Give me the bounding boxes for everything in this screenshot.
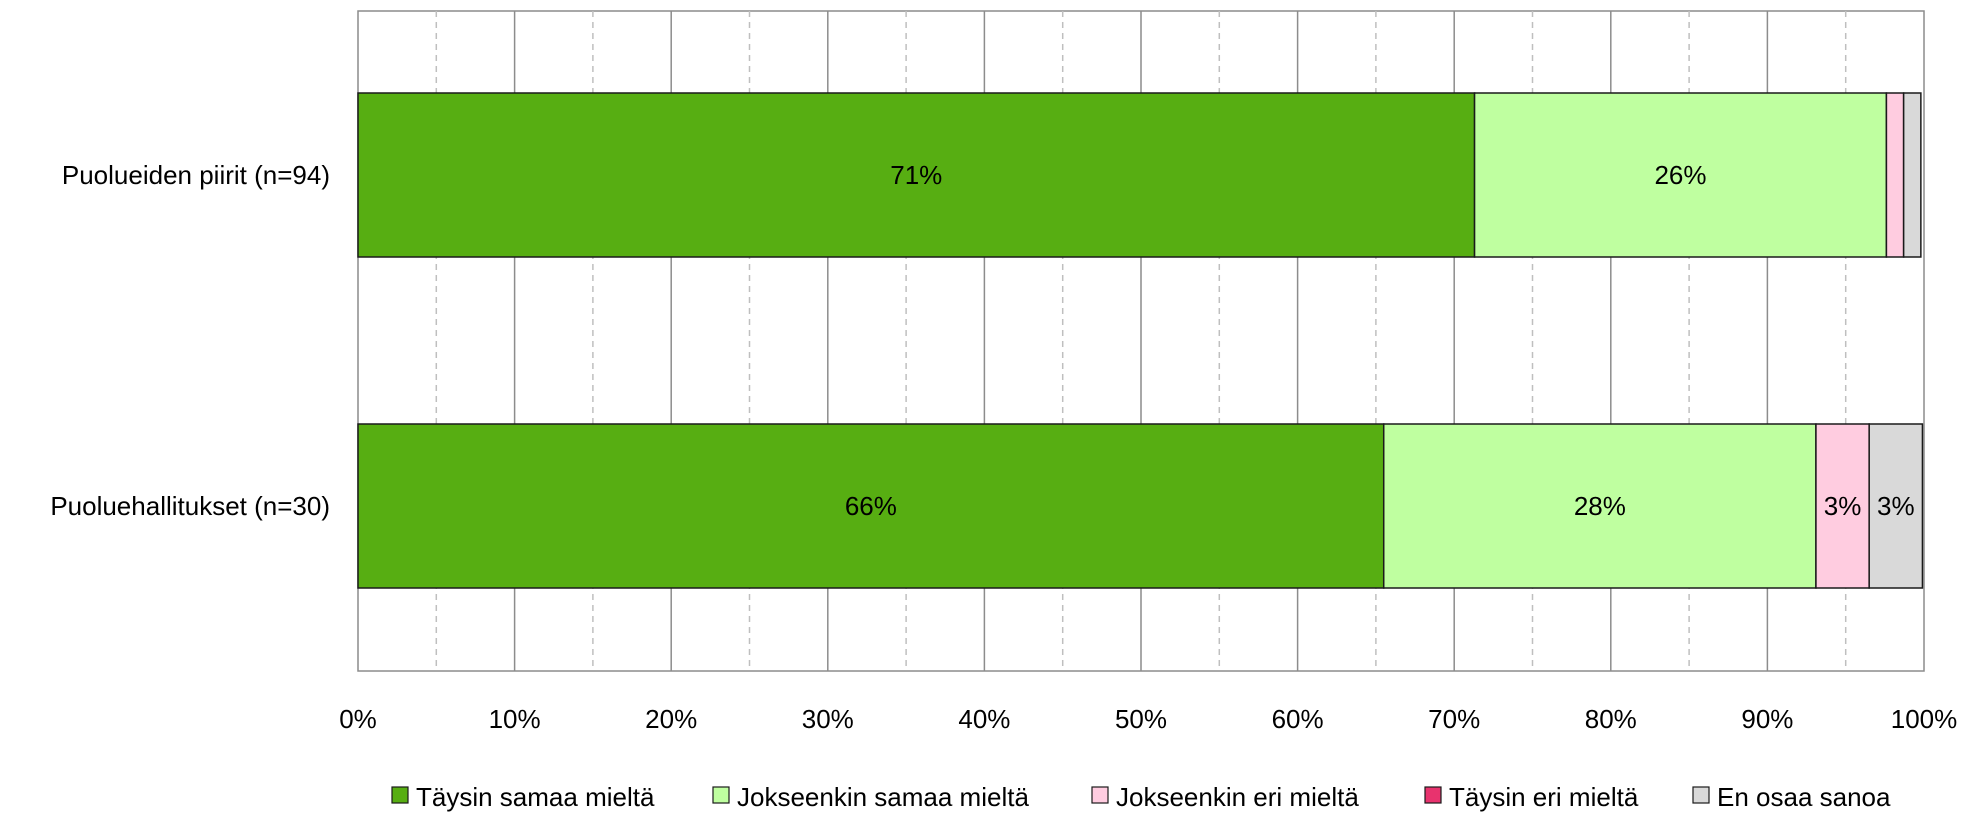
data-label: 66%	[845, 491, 897, 521]
legend-entry: Täysin samaa mieltä	[416, 782, 655, 812]
data-label: 3%	[1877, 491, 1915, 521]
legend: Täysin samaa mieltä Jokseenkin samaa miel…	[391, 782, 1891, 812]
bar-segment	[1902, 92, 1922, 258]
legend-swatch	[712, 786, 730, 804]
legend-entry: En osaa sanoa	[1717, 782, 1891, 812]
data-label-layer: 71% 26% 66% 28% 3% 3%	[845, 160, 1915, 521]
legend-swatch	[1692, 786, 1710, 804]
legend-swatch	[1091, 786, 1109, 804]
legend-entry: Täysin eri mieltä	[1449, 782, 1639, 812]
data-label: 28%	[1574, 491, 1626, 521]
category-label: Puolueiden piirit (n=94)	[62, 160, 330, 190]
legend-swatch	[1424, 786, 1442, 804]
legend-swatch	[391, 786, 409, 804]
bar-segment	[1885, 92, 1905, 258]
x-tick-label: 70%	[1428, 704, 1480, 734]
bar-layer	[357, 92, 1924, 589]
x-tick-label: 20%	[645, 704, 697, 734]
axis-layer: Puolueiden piirit (n=94) Puoluehallitukse…	[50, 160, 1957, 734]
bar-segment	[1815, 423, 1870, 589]
x-tick-label: 10%	[489, 704, 541, 734]
bar-segment	[1868, 423, 1924, 589]
x-tick-label: 60%	[1272, 704, 1324, 734]
legend-entry: Jokseenkin eri mieltä	[1116, 782, 1359, 812]
bar-segment	[357, 423, 1385, 589]
bar-segment	[357, 92, 1476, 258]
x-tick-label: 90%	[1741, 704, 1793, 734]
legend-entry: Jokseenkin samaa mieltä	[737, 782, 1029, 812]
category-label: Puoluehallitukset (n=30)	[50, 491, 330, 521]
x-tick-label: 50%	[1115, 704, 1167, 734]
bar-segment	[1473, 92, 1888, 258]
x-tick-label: 30%	[802, 704, 854, 734]
x-tick-label: 80%	[1585, 704, 1637, 734]
x-tick-label: 40%	[958, 704, 1010, 734]
data-label: 3%	[1824, 491, 1862, 521]
x-tick-label: 0%	[339, 704, 377, 734]
data-label: 26%	[1654, 160, 1706, 190]
bar-segment	[1382, 423, 1817, 589]
x-tick-label: 100%	[1891, 704, 1958, 734]
data-label: 71%	[890, 160, 942, 190]
